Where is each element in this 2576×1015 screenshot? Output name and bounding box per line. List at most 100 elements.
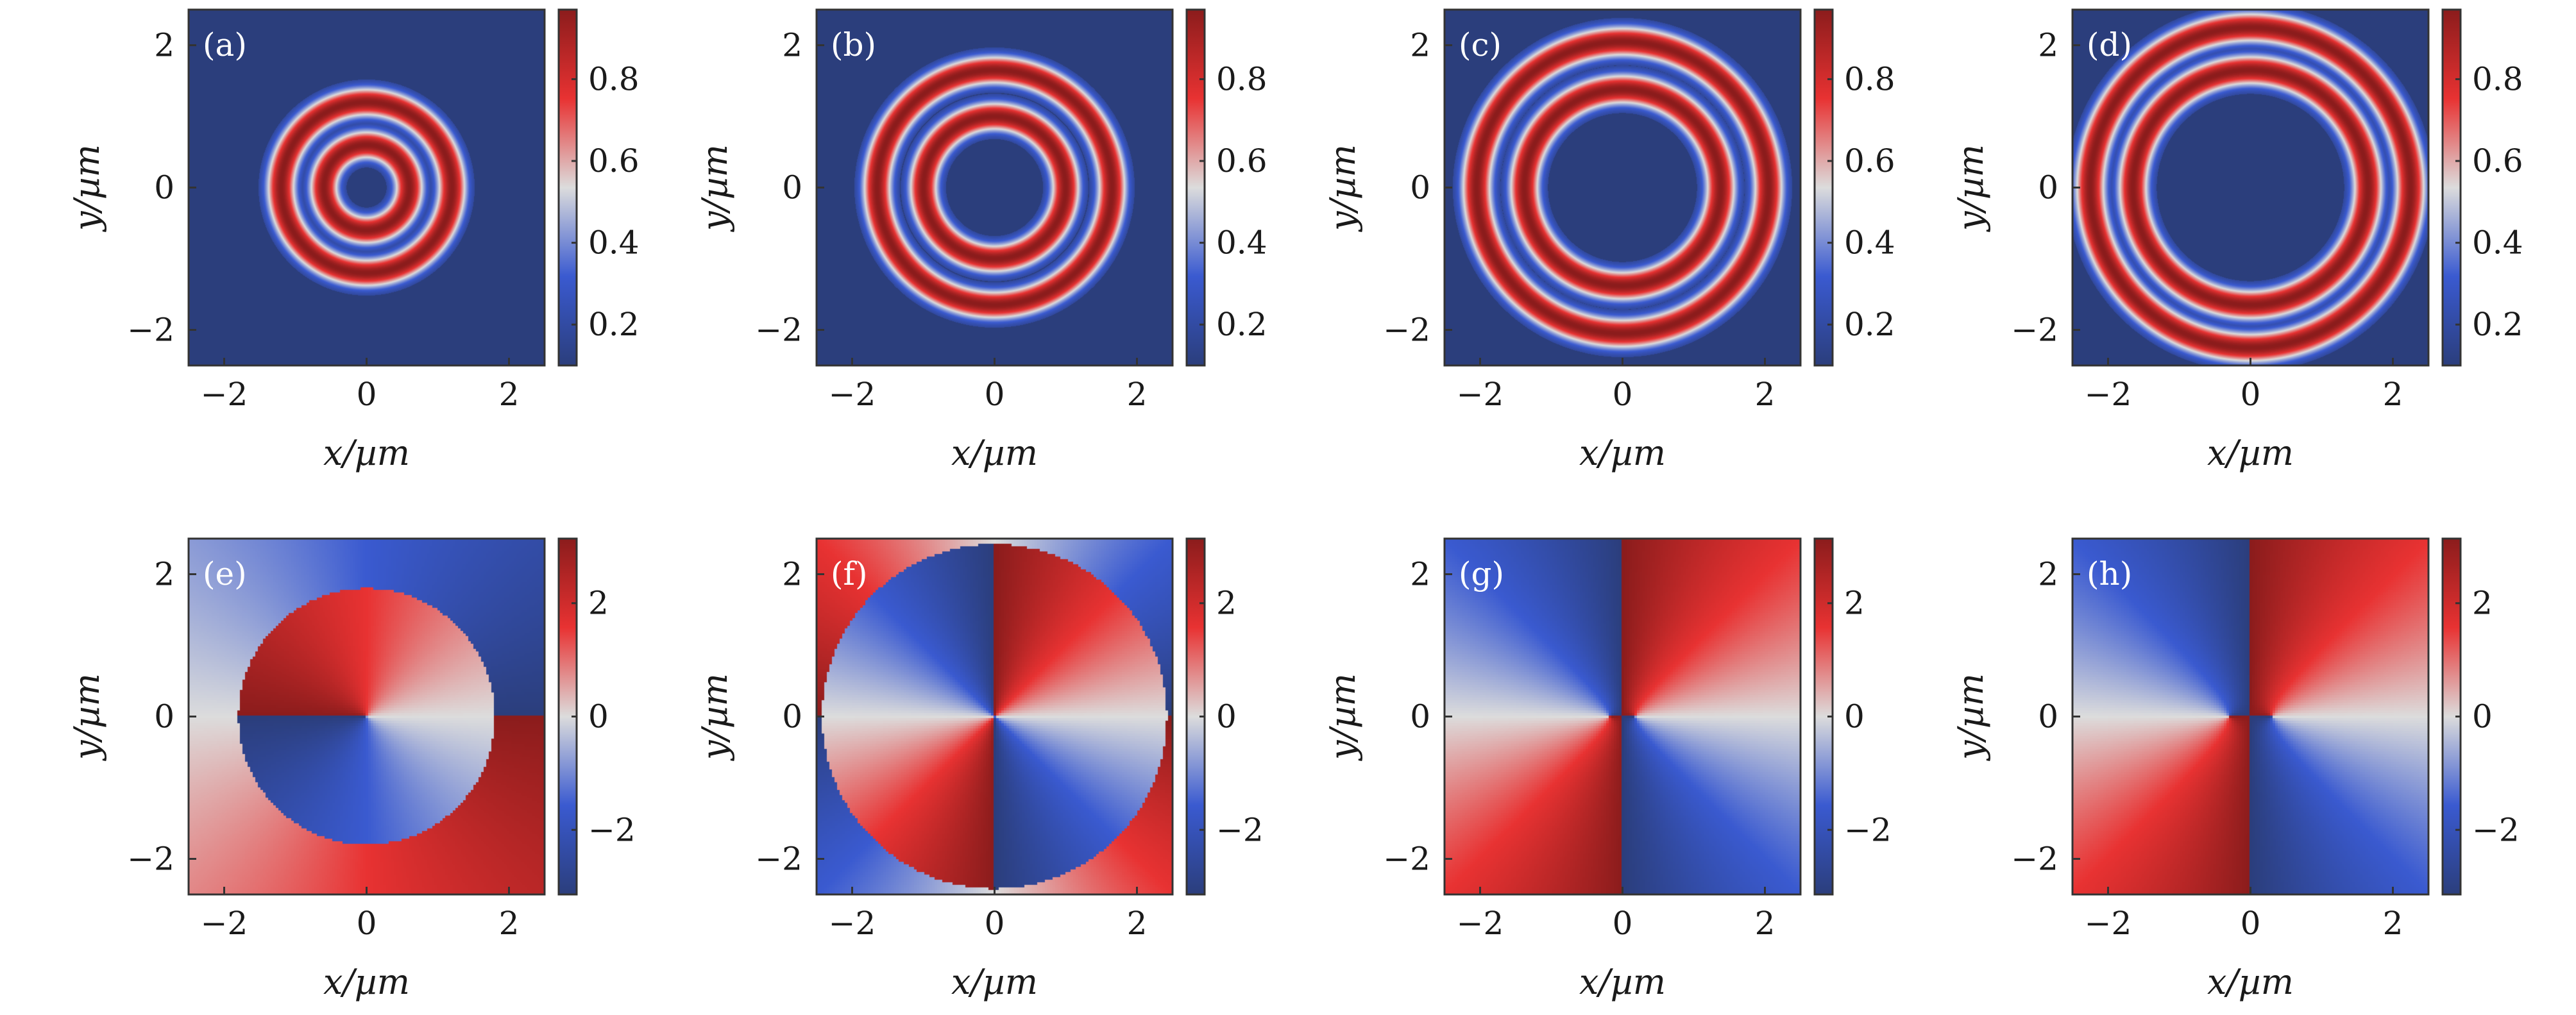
y-tick-label: 2 [1410, 556, 1430, 593]
heatmap-image [189, 539, 545, 894]
y-axis-label: y/µm [695, 144, 735, 232]
x-tick-label: 0 [2241, 376, 2261, 413]
x-tick-label: 2 [2383, 376, 2403, 413]
y-tick-label: 0 [154, 169, 174, 206]
heatmap-image [1445, 539, 1801, 894]
x-axis-label: x/µm [951, 962, 1038, 1002]
y-axis-label: y/µm [695, 673, 735, 761]
x-axis-label: x/µm [1579, 962, 1666, 1002]
colorbar [559, 10, 577, 365]
x-tick-label: 0 [357, 905, 377, 942]
y-tick-label: 2 [782, 27, 802, 64]
y-tick-label: −2 [127, 841, 174, 878]
colorbar-tick-label: 0.8 [588, 60, 640, 97]
colorbar-tick-label: 0.8 [2472, 60, 2523, 97]
colorbar-frame [1185, 8, 1206, 367]
y-tick-label: 0 [154, 698, 174, 735]
colorbar-tick-label: 0.8 [1844, 60, 1895, 97]
x-tick-label: 0 [357, 376, 377, 413]
colorbar-tick-label: 2 [588, 585, 609, 622]
y-axis-label: y/µm [1323, 144, 1363, 232]
y-tick-label: 2 [2038, 27, 2058, 64]
x-tick-label: 2 [1755, 376, 1775, 413]
colorbar [1187, 10, 1205, 365]
x-tick-label: −2 [1457, 376, 1504, 413]
colorbar [2443, 10, 2461, 365]
colorbar-frame [2441, 8, 2462, 367]
x-axis-label: x/µm [323, 433, 410, 473]
heatmap-image [2072, 10, 2428, 365]
y-axis-label: y/µm [1951, 144, 1991, 232]
colorbar-tick-label: 2 [1216, 585, 1237, 622]
colorbar-tick-label: 0.2 [1216, 306, 1267, 343]
colorbar-tick-label: 0.8 [1216, 60, 1267, 97]
colorbar-tick-label: −2 [1844, 811, 1892, 848]
x-tick-label: 2 [499, 376, 520, 413]
x-axis-label: x/µm [2207, 433, 2294, 473]
subplot-5: (e) −2 0 2 −2 0 2 x/µm y/µm −2 0 2 [67, 537, 636, 1002]
heatmap-image [817, 539, 1173, 894]
colorbar-tick-label: 0.4 [1216, 224, 1267, 262]
y-tick-label: 2 [1410, 27, 1430, 64]
x-tick-label: −2 [2085, 905, 2132, 942]
colorbar-tick-label: 0.4 [588, 224, 640, 262]
colorbar-tick-label: 0.2 [588, 306, 640, 343]
colorbar-frame [557, 8, 578, 367]
colorbar [1815, 10, 1833, 365]
panel-label: (c) [1459, 26, 1502, 63]
x-tick-label: 2 [1127, 905, 1148, 942]
y-tick-label: 0 [2038, 698, 2058, 735]
colorbar-tick-label: −2 [588, 811, 636, 848]
x-tick-label: 2 [2383, 905, 2403, 942]
panel-label: (e) [203, 555, 247, 592]
colorbar-tick-label: 0.6 [2472, 142, 2523, 180]
y-tick-label: −2 [127, 312, 174, 349]
x-tick-label: 0 [985, 905, 1005, 942]
heatmap-image [189, 10, 545, 365]
colorbar-frame [1813, 8, 1834, 367]
x-tick-label: −2 [201, 905, 248, 942]
y-tick-label: −2 [1383, 312, 1430, 349]
colorbar-tick-label: 0 [588, 698, 609, 735]
subplot-3: (c) −2 0 2 −2 0 2 x/µm y/µm 0.2 0.4 0.6 0.8 [1323, 8, 1895, 473]
colorbar-tick-label: 0 [2472, 698, 2493, 735]
x-tick-label: −2 [1457, 905, 1504, 942]
x-tick-label: −2 [829, 376, 876, 413]
subplot-1: (a) −2 0 2 −2 0 2 x/µm y/µm 0.2 0.4 0.6 0.8 [67, 8, 640, 473]
x-tick-label: 0 [2241, 905, 2261, 942]
y-tick-label: 0 [1410, 169, 1430, 206]
x-tick-label: 2 [1755, 905, 1775, 942]
subplot-2: (b) −2 0 2 −2 0 2 x/µm y/µm 0.2 0.4 0.6 0.8 [695, 8, 1267, 473]
x-axis-label: x/µm [323, 962, 410, 1002]
colorbar-tick-label: 0 [1216, 698, 1237, 735]
colorbar-tick-label: 2 [2472, 585, 2493, 622]
colorbar-tick-label: 2 [1844, 585, 1865, 622]
y-tick-label: 0 [782, 698, 802, 735]
panel-label: (f) [831, 555, 868, 592]
y-axis-label: y/µm [67, 144, 107, 232]
x-tick-label: −2 [829, 905, 876, 942]
y-axis-label: y/µm [1323, 673, 1363, 761]
subplot-4: (d) −2 0 2 −2 0 2 x/µm y/µm 0.2 0.4 0.6 0.8 [1951, 8, 2523, 473]
heatmap-image [817, 10, 1173, 365]
panel-label: (h) [2087, 555, 2132, 592]
colorbar-tick-label: 0.4 [2472, 224, 2523, 262]
panel-label: (a) [203, 26, 247, 63]
y-tick-label: −2 [755, 312, 802, 349]
colorbar-tick-label: 0.2 [2472, 306, 2523, 343]
colorbar-tick-label: 0.4 [1844, 224, 1895, 262]
y-tick-label: 2 [154, 27, 174, 64]
y-tick-label: 2 [2038, 556, 2058, 593]
y-tick-label: 2 [782, 556, 802, 593]
colorbar-tick-label: 0.6 [588, 142, 640, 180]
x-tick-label: −2 [201, 376, 248, 413]
y-tick-label: −2 [2011, 841, 2058, 878]
colorbar-tick-label: −2 [1216, 811, 1264, 848]
y-axis-label: y/µm [1951, 673, 1991, 761]
subplot-8: (h) −2 0 2 −2 0 2 x/µm y/µm −2 0 2 [1951, 537, 2520, 1002]
x-tick-label: 0 [1613, 376, 1633, 413]
subplot-6: (f) −2 0 2 −2 0 2 x/µm y/µm −2 0 2 [695, 537, 1264, 1002]
panel-label: (g) [1459, 555, 1504, 592]
x-tick-label: 2 [1127, 376, 1148, 413]
